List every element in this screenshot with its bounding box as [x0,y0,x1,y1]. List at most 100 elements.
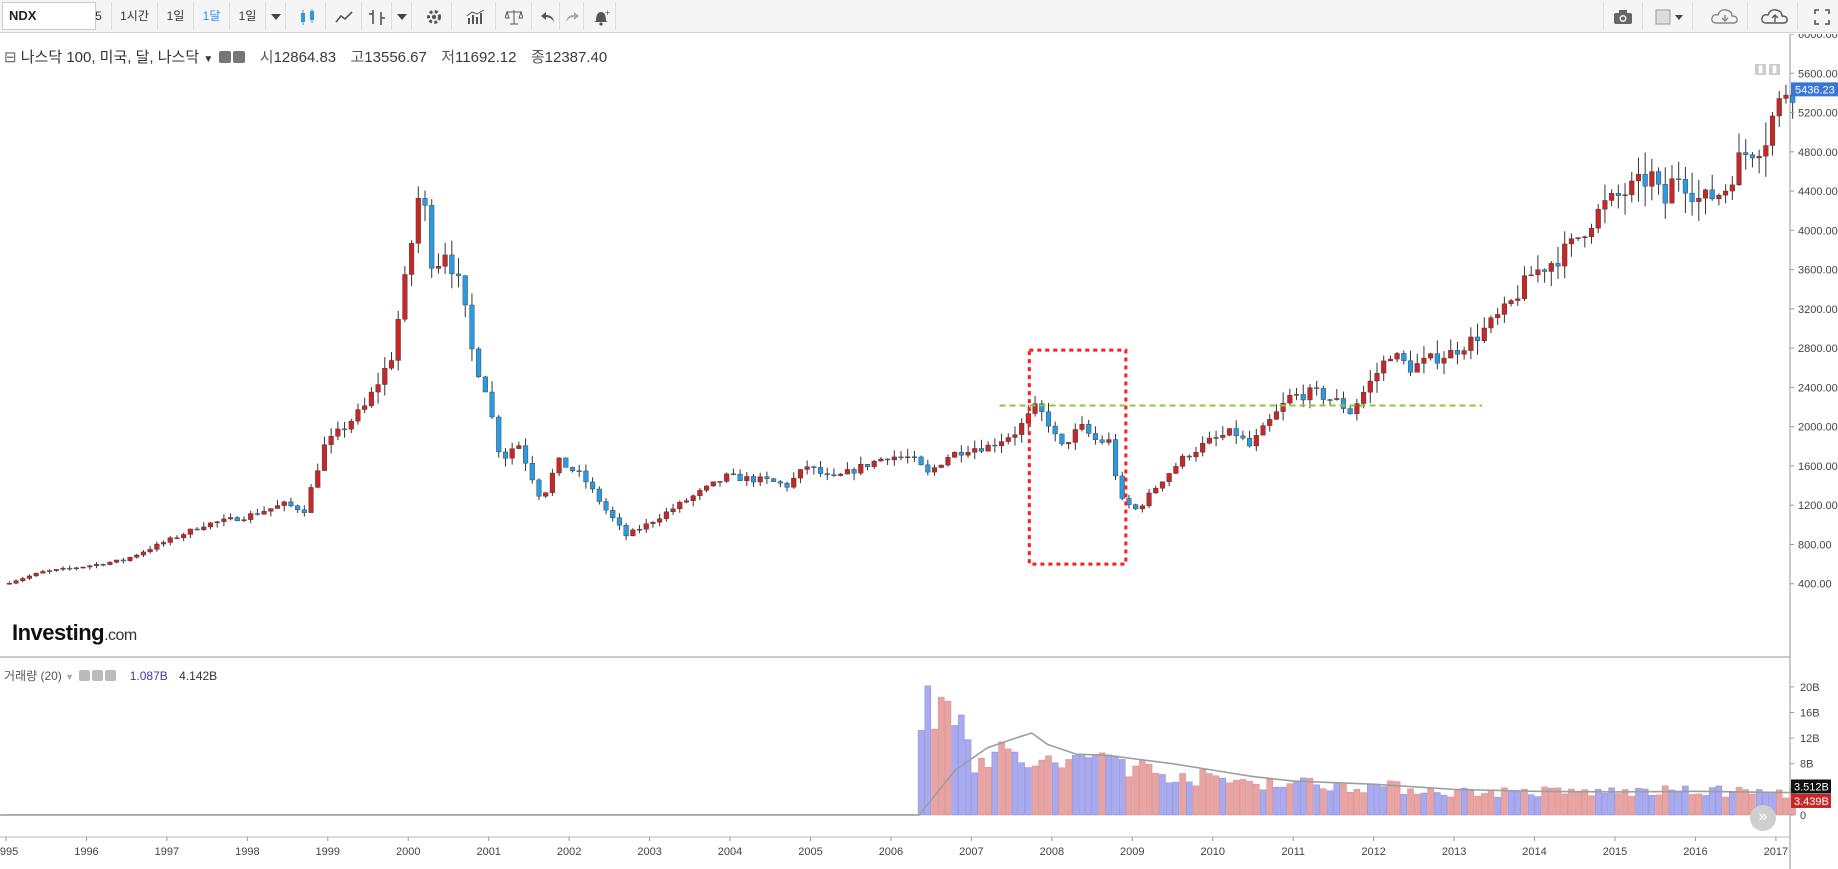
volume-bar [1615,793,1622,816]
settings-button[interactable] [416,2,452,30]
volume-tick-label: 16B [1800,707,1820,719]
settings-small-icon[interactable] [219,51,232,63]
screenshot-button[interactable] [1603,2,1643,30]
fullscreen-button[interactable] [1806,2,1838,30]
candle-body [114,559,120,563]
volume-bars [6,685,1796,816]
candle-body [1702,189,1709,199]
alert-button[interactable]: + [586,2,616,30]
settings-small-icon[interactable] [79,670,91,681]
candle-body [1119,475,1125,499]
series-title[interactable]: 나스닥 100, 미국, 달, 나스닥 [20,49,200,66]
candle-body [784,482,790,488]
candle-body [1361,392,1367,404]
panel-maximize-icon[interactable]: ▮ [1769,64,1780,75]
candle-body [1106,439,1112,443]
candle-body [502,451,509,459]
candle-body [730,473,736,476]
candle-body [1609,193,1615,201]
redo-icon [565,11,579,22]
volume-bar [917,730,925,816]
candle-body [690,495,696,501]
symbol-legend: ⊟ 나스닥 100, 미국, 달, 나스닥 ▼ 시12864.83 고13556… [4,46,607,67]
load-chart-button[interactable] [1702,2,1748,30]
interval-1m[interactable]: 1달 [194,2,230,30]
scroll-to-latest-button[interactable]: » [1750,805,1776,831]
candle-body [1267,419,1273,426]
candle-body [1287,394,1293,404]
chevron-down-icon[interactable]: ▼ [65,672,75,682]
candle-body [127,556,133,561]
candle-body [1367,380,1373,393]
interval-custom[interactable]: 1일 [230,2,266,30]
volume-bar [1152,772,1160,816]
volume-bar [1313,784,1320,816]
candle-body [228,517,234,520]
line-type-button[interactable] [326,2,362,30]
high-value: 13556.67 [364,49,427,66]
volume-bar [1548,787,1555,816]
candle-body [1696,198,1702,202]
color-picker-button[interactable] [1647,2,1693,30]
candle-body [1421,357,1427,364]
candle-body [1314,387,1320,389]
price-chart[interactable]: 400.00 800.00 1200.00 1600.00 2000.00 2400.00… [0,34,1838,869]
candle-body [1414,363,1420,373]
volume-tag-2-box [1791,793,1831,808]
volume-title[interactable]: 거래량 (20) [4,669,62,683]
interval-5[interactable]: 5 [86,2,112,30]
candle-body [1481,327,1487,341]
candle-body [274,505,281,509]
redo-button[interactable] [560,2,584,30]
close-icon[interactable] [105,670,117,681]
candle-body [978,448,984,452]
undo-button[interactable] [536,2,560,30]
candle-body [1461,350,1467,355]
volume-bar [1031,765,1039,816]
chevron-down-icon[interactable]: ▼ [203,54,214,65]
volume-bar [1212,775,1220,816]
candle-body [1019,423,1025,435]
candle-body [1676,178,1682,180]
indicators-button[interactable] [456,2,496,30]
collapse-icon[interactable]: ⊟ [4,49,17,66]
time-tick-label: 2010 [1200,846,1224,858]
candle-body [268,508,274,512]
candle-body [1079,424,1085,430]
candle-type-button[interactable] [290,2,326,30]
volume-bar [1628,796,1636,816]
candle-body [1629,180,1635,195]
candle-body [1112,439,1119,477]
candle-body [1099,439,1105,443]
volume-bar [1407,788,1414,816]
low-value: 11692.12 [455,49,517,66]
chart-type-dropdown[interactable] [392,2,412,30]
volume-bar [1360,792,1367,816]
candle-body [972,448,978,453]
compare-button[interactable] [496,2,532,30]
candle-body [1588,227,1595,237]
save-chart-button[interactable] [1752,2,1798,30]
panel-minimize-icon[interactable]: ▮ [1755,64,1766,75]
volume-bar [1206,773,1213,816]
volume-bar [944,700,952,816]
volume-bar [1434,792,1441,816]
volume-bar [1702,795,1709,816]
interval-1h[interactable]: 1시간 [112,2,158,30]
gear-small-icon[interactable] [92,670,104,681]
bar-type-button[interactable] [362,2,392,30]
interval-1d[interactable]: 1일 [158,2,194,30]
volume-tick-label: 12B [1800,733,1820,745]
candle-body [797,469,803,479]
candle-body [1139,505,1145,510]
symbol-input[interactable]: NDX [2,2,96,30]
candle-body [335,428,341,437]
interval-dropdown[interactable] [266,2,286,30]
candle-body [1293,394,1300,396]
candle-body [26,575,33,579]
volume-bar [1460,787,1468,816]
gear-small-icon[interactable] [233,51,246,63]
candle-body [455,273,462,276]
candle-body [610,509,616,518]
candle-body [697,490,703,497]
